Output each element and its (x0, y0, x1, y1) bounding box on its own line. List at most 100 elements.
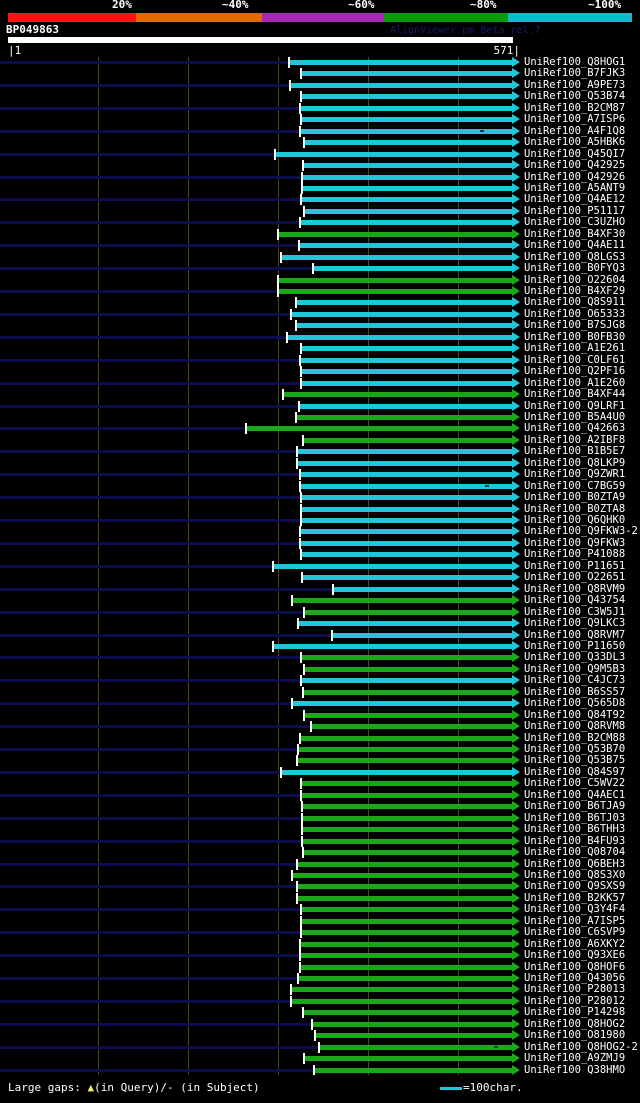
hit-row[interactable]: UniRef100_A9ZMJ9 (0, 1052, 640, 1065)
hit-label[interactable]: UniRef100_Q8S911 (524, 296, 626, 309)
hit-row[interactable]: UniRef100_Q3Y4F4 (0, 903, 640, 916)
hit-row[interactable]: UniRef100_Q9FKW3 (0, 537, 640, 549)
hit-label[interactable]: UniRef100_Q42926 (524, 170, 626, 183)
hit-row[interactable]: UniRef100_Q9ZWR1 (0, 468, 640, 481)
hit-alignment-bar[interactable] (302, 930, 512, 936)
hit-alignment-bar[interactable] (312, 724, 512, 730)
hit-alignment-bar[interactable] (304, 850, 512, 856)
hit-alignment-bar[interactable] (247, 426, 512, 432)
hit-alignment-bar[interactable] (334, 586, 512, 592)
hit-row[interactable]: UniRef100_C0LF61 (0, 353, 640, 366)
hit-row[interactable]: UniRef100_Q8LGS3 (0, 250, 640, 263)
hit-label[interactable]: UniRef100_A7ISP5 (524, 914, 626, 927)
hit-alignment-bar[interactable] (297, 300, 512, 306)
hit-row[interactable]: UniRef100_B2KK57 (0, 891, 640, 904)
hit-row[interactable]: UniRef100_A9PE73 (0, 78, 640, 91)
hit-label[interactable]: UniRef100_O22604 (524, 273, 626, 286)
hit-alignment-bar[interactable] (298, 861, 512, 867)
hit-alignment-bar[interactable] (302, 117, 512, 123)
hit-label[interactable]: UniRef100_B0FYQ3 (524, 262, 626, 275)
hit-alignment-bar[interactable] (302, 369, 512, 375)
hit-row[interactable]: UniRef100_Q9LKC3 (0, 617, 640, 630)
hit-row[interactable]: UniRef100_A1E261 (0, 342, 640, 355)
hit-row[interactable]: UniRef100_Q8S3X0 (0, 868, 640, 881)
hit-row[interactable]: UniRef100_Q8HOG2 (0, 1017, 640, 1030)
hit-alignment-bar[interactable] (302, 495, 512, 501)
hit-label[interactable]: UniRef100_B4XF30 (524, 227, 626, 240)
hit-row[interactable]: UniRef100_Q8LKP9 (0, 456, 640, 469)
hit-row[interactable]: UniRef100_Q53B74 (0, 90, 640, 103)
hit-alignment-bar[interactable] (305, 140, 512, 146)
hit-row[interactable]: UniRef100_Q08704 (0, 846, 640, 859)
hit-label[interactable]: UniRef100_Q8S3X0 (524, 868, 626, 881)
hit-alignment-bar[interactable] (301, 105, 512, 111)
hit-alignment-bar[interactable] (301, 472, 512, 478)
hit-label[interactable]: UniRef100_Q9LKC3 (524, 617, 626, 630)
hit-row[interactable]: UniRef100_Q33DL3 (0, 651, 640, 664)
hit-alignment-bar[interactable] (303, 174, 512, 180)
hit-alignment-bar[interactable] (288, 334, 512, 340)
hit-alignment-bar[interactable] (292, 987, 512, 993)
hit-label[interactable]: UniRef100_P28013 (524, 983, 626, 996)
hit-row[interactable]: UniRef100_C3W5J1 (0, 606, 640, 618)
hit-label[interactable]: UniRef100_Q53B75 (524, 754, 626, 767)
hit-label[interactable]: UniRef100_Q84T92 (524, 708, 626, 721)
hit-label[interactable]: UniRef100_C0LF61 (524, 353, 626, 366)
hit-alignment-bar[interactable] (298, 449, 512, 455)
hit-alignment-bar[interactable] (282, 769, 512, 775)
hit-label[interactable]: UniRef100_Q8LKP9 (524, 456, 626, 469)
hit-label[interactable]: UniRef100_Q8HOF6 (524, 960, 626, 973)
hit-row[interactable]: UniRef100_Q9LRF1 (0, 400, 640, 412)
hit-alignment-bar[interactable] (302, 655, 512, 661)
hit-alignment-bar[interactable] (297, 323, 512, 329)
hit-row[interactable]: UniRef100_A5ANT9 (0, 182, 640, 194)
hit-row[interactable]: UniRef100_Q38HMO (0, 1064, 640, 1075)
hit-alignment-bar[interactable] (303, 827, 512, 833)
hit-alignment-bar[interactable] (291, 82, 512, 88)
hit-alignment-bar[interactable] (298, 758, 512, 764)
hit-alignment-bar[interactable] (284, 392, 512, 398)
hit-alignment-bar[interactable] (302, 918, 512, 924)
hit-row[interactable]: UniRef100_P11650 (0, 640, 640, 652)
hit-alignment-bar[interactable] (316, 1033, 512, 1039)
hit-alignment-bar[interactable] (299, 747, 512, 752)
hit-label[interactable]: UniRef100_B2KK57 (524, 891, 626, 904)
hit-row[interactable]: UniRef100_P28013 (0, 983, 640, 996)
hit-row[interactable]: UniRef100_Q53B75 (0, 754, 640, 767)
hit-alignment-bar[interactable] (297, 414, 512, 420)
hit-row[interactable]: UniRef100_P14298 (0, 1006, 640, 1019)
hit-row[interactable]: UniRef100_Q43754 (0, 594, 640, 607)
hit-row[interactable]: UniRef100_Q9M5B3 (0, 663, 640, 675)
hit-row[interactable]: UniRef100_B1B5E7 (0, 445, 640, 458)
hit-alignment-bar[interactable] (301, 953, 512, 959)
hit-alignment-bar[interactable] (301, 357, 512, 363)
hit-row[interactable]: UniRef100_Q8RVM9 (0, 583, 640, 595)
hit-alignment-bar[interactable] (293, 872, 512, 878)
hit-label[interactable]: UniRef100_Q3Y4F4 (524, 903, 626, 916)
hit-row[interactable]: UniRef100_Q9FKW3-2 (0, 525, 640, 538)
hit-alignment-bar[interactable] (302, 792, 512, 798)
hit-label[interactable]: UniRef100_O81980 (524, 1029, 626, 1042)
hit-row[interactable]: UniRef100_A1E260 (0, 377, 640, 389)
hit-row[interactable]: UniRef100_B6TJ03 (0, 812, 640, 824)
hit-label[interactable]: UniRef100_Q53B74 (524, 90, 626, 103)
hit-row[interactable]: UniRef100_B6THH3 (0, 823, 640, 836)
hit-row[interactable]: UniRef100_Q8HOF6 (0, 960, 640, 973)
hit-alignment-bar[interactable] (279, 289, 512, 294)
hit-row[interactable]: UniRef100_Q42925 (0, 159, 640, 172)
hit-label[interactable]: UniRef100_O22651 (524, 571, 626, 584)
hit-alignment-bar[interactable] (293, 701, 512, 707)
hit-label[interactable]: UniRef100_A9PE73 (524, 78, 626, 91)
hit-row[interactable]: UniRef100_B4FU93 (0, 835, 640, 847)
hit-label[interactable]: UniRef100_Q8HOG2 (524, 1017, 626, 1030)
hit-alignment-bar[interactable] (301, 540, 512, 546)
hit-row[interactable]: UniRef100_O81980 (0, 1029, 640, 1042)
hit-alignment-bar[interactable] (320, 1044, 512, 1050)
hit-row[interactable]: UniRef100_C3UZHO (0, 216, 640, 229)
hit-alignment-bar[interactable] (305, 666, 512, 672)
hit-label[interactable]: UniRef100_Q8LGS3 (524, 250, 626, 263)
hit-row[interactable]: UniRef100_Q8HOG1 (0, 57, 640, 68)
hit-label[interactable]: UniRef100_Q4AE11 (524, 239, 626, 252)
hit-alignment-bar[interactable] (333, 632, 512, 638)
hit-label[interactable]: UniRef100_Q4AE12 (524, 193, 626, 206)
